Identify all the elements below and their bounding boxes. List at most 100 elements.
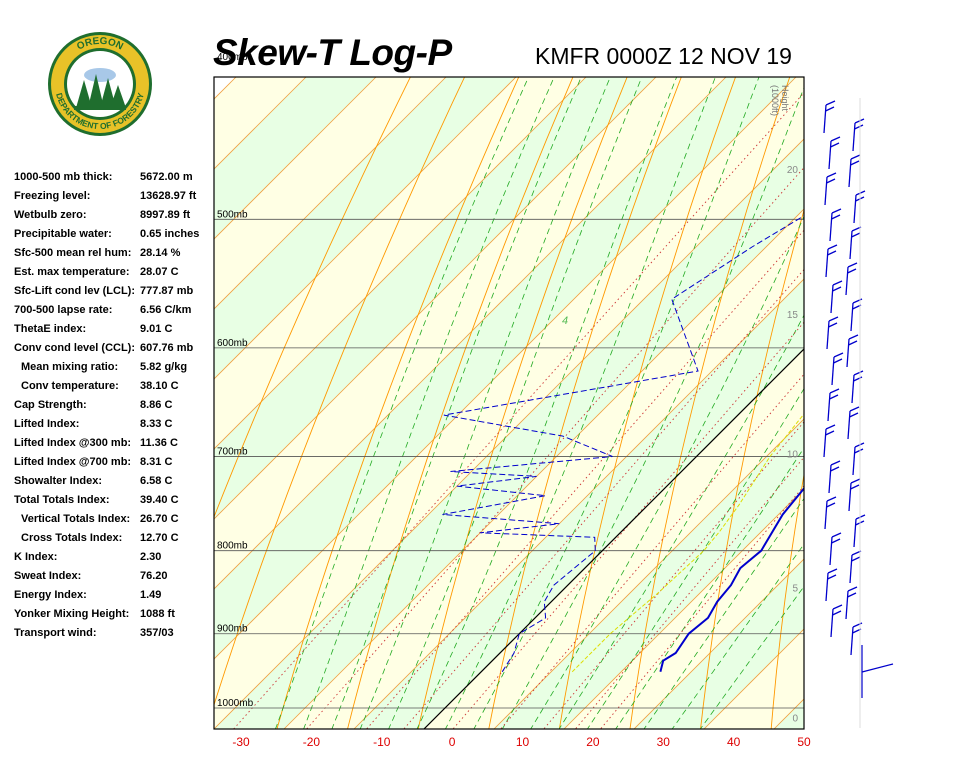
wind-barb-flag bbox=[832, 610, 842, 616]
index-label: Conv cond level (CCL): bbox=[14, 342, 136, 354]
wind-barb-flag bbox=[847, 586, 858, 592]
wind-barb-flag bbox=[848, 340, 858, 346]
index-row: Lifted Index @300 mb: 11.36 C bbox=[14, 434, 214, 453]
height-tick-label: 20 bbox=[787, 165, 799, 176]
wind-barb-flag bbox=[825, 100, 836, 106]
mixing-ratio-label: 4 bbox=[562, 315, 568, 327]
index-value: 13628.97 ft bbox=[140, 190, 197, 202]
wind-barb-flag bbox=[832, 604, 843, 610]
isobar-label: 600mb bbox=[217, 338, 248, 349]
dry-adiabat bbox=[700, 208, 804, 729]
x-tick-label: 10 bbox=[516, 735, 530, 749]
wind-barb-flag bbox=[833, 352, 844, 358]
isobar-label: 400mb bbox=[217, 52, 248, 63]
x-tick-label: 40 bbox=[727, 735, 741, 749]
moist-adiabat bbox=[501, 86, 804, 729]
wind-barb bbox=[848, 158, 852, 188]
plot-frame bbox=[213, 76, 805, 730]
isotherm-line bbox=[214, 77, 797, 660]
index-value: 76.20 bbox=[140, 570, 168, 582]
wind-barb-flag bbox=[848, 334, 859, 340]
index-row: Energy Index: 1.49 bbox=[14, 586, 214, 605]
index-label: Total Totals Index: bbox=[14, 494, 110, 506]
dry-adiabat bbox=[214, 77, 466, 707]
index-row: Sfc-Lift cond lev (LCL): 777.87 mb bbox=[14, 282, 214, 301]
wind-barb-flag bbox=[849, 412, 859, 418]
wind-barb bbox=[849, 554, 853, 584]
wind-barb-flag bbox=[851, 232, 861, 238]
wind-barb bbox=[848, 482, 852, 512]
wind-barb-flag bbox=[827, 244, 838, 250]
wind-barb-flag bbox=[833, 358, 843, 364]
height-tick-label: 5 bbox=[792, 584, 798, 595]
dry-adiabat bbox=[841, 0, 960, 742]
page-title: Skew-T Log-P bbox=[213, 32, 452, 73]
index-row: Transport wind: 357/03 bbox=[14, 624, 214, 643]
wind-barb bbox=[850, 626, 854, 656]
index-label: Sweat Index: bbox=[14, 570, 82, 582]
index-label: Showalter Index: bbox=[14, 475, 103, 487]
index-row: Lifted Index: 8.33 C bbox=[14, 415, 214, 434]
wind-barb bbox=[853, 518, 857, 548]
wind-barb-flag bbox=[853, 370, 864, 376]
isotherm-band bbox=[214, 77, 804, 729]
moist-adiabat bbox=[444, 77, 716, 729]
index-label: Mean mixing ratio: bbox=[21, 361, 119, 373]
station-time-label: KMFR 0000Z 12 NOV 19 bbox=[535, 43, 792, 69]
mixing-ratio-line bbox=[306, 166, 804, 729]
index-value: 5672.00 m bbox=[140, 171, 193, 183]
wind-barb-flag bbox=[831, 532, 842, 538]
x-tick-label: 20 bbox=[586, 735, 600, 749]
index-value: 11.36 C bbox=[140, 437, 178, 449]
wind-barb bbox=[845, 590, 849, 620]
wind-barb bbox=[830, 608, 834, 638]
index-label: Yonker Mixing Height: bbox=[14, 608, 130, 620]
wind-barb-flag bbox=[825, 424, 836, 430]
wind-barb bbox=[823, 428, 827, 458]
wind-barb-flag bbox=[830, 142, 840, 148]
wind-barb-flag bbox=[830, 466, 840, 472]
wind-barb bbox=[826, 320, 830, 350]
index-row: Vertical Totals Index: 26.70 C bbox=[14, 510, 214, 529]
mixing-ratio-line bbox=[403, 268, 804, 729]
moist-adiabat bbox=[388, 77, 643, 729]
index-row: Precipitable water: 0.65 inches bbox=[14, 225, 214, 244]
index-label: 700-500 lapse rate: bbox=[14, 304, 113, 316]
moist-adiabat bbox=[558, 314, 804, 729]
index-label: Cross Totals Index: bbox=[21, 532, 123, 544]
wind-barb-flag bbox=[854, 448, 864, 454]
index-label: Lifted Index @300 mb: bbox=[14, 437, 132, 449]
wind-barb-flag bbox=[853, 376, 863, 382]
index-value: 38.10 C bbox=[140, 380, 179, 392]
wind-barb-flag bbox=[828, 316, 839, 322]
index-value: 607.76 mb bbox=[140, 342, 194, 354]
wind-barb-flag bbox=[827, 250, 837, 256]
wind-barb-flag bbox=[827, 574, 837, 580]
svg-text:OREGON: OREGON bbox=[75, 36, 125, 53]
wind-barb bbox=[846, 338, 850, 368]
isobar-label: 900mb bbox=[217, 624, 248, 635]
index-label: Precipitable water: bbox=[14, 228, 112, 240]
index-label: Energy Index: bbox=[14, 589, 87, 601]
dry-adiabat bbox=[488, 77, 682, 729]
index-row: Wetbulb zero: 8997.89 ft bbox=[14, 206, 214, 225]
index-label: Vertical Totals Index: bbox=[21, 513, 131, 525]
wind-barb bbox=[828, 464, 832, 494]
wind-barb bbox=[829, 536, 833, 566]
isotherm-line bbox=[214, 77, 727, 590]
isotherm-line bbox=[214, 138, 804, 729]
index-value: 1088 ft bbox=[140, 608, 175, 620]
isobar-label: 1000mb bbox=[217, 698, 254, 709]
index-row: ThetaE index: 9.01 C bbox=[14, 320, 214, 339]
index-value: 12.70 C bbox=[140, 532, 179, 544]
moist-adiabat bbox=[416, 77, 678, 729]
index-row: Freezing level: 13628.97 ft bbox=[14, 187, 214, 206]
isotherm-line bbox=[214, 77, 657, 520]
mixing-ratio-line bbox=[452, 321, 804, 729]
isotherm-band bbox=[831, 0, 960, 742]
wind-barb bbox=[849, 230, 853, 260]
wind-barb-flag bbox=[854, 124, 864, 130]
wind-barb-flag bbox=[825, 430, 835, 436]
wind-barbs bbox=[823, 98, 894, 728]
index-value: 28.14 % bbox=[140, 247, 181, 259]
